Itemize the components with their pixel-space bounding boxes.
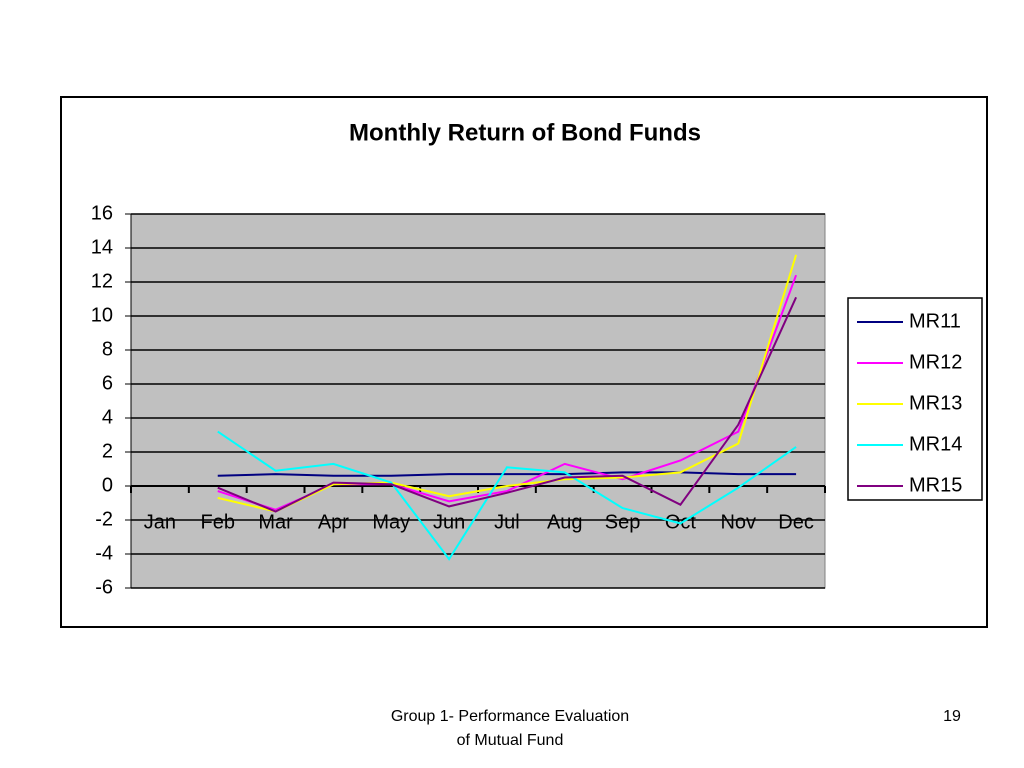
x-tick-label: Aug <box>547 511 583 533</box>
y-tick-label: -2 <box>95 508 113 530</box>
series-line <box>217 254 798 513</box>
legend-label: MR11 <box>909 310 961 332</box>
x-tick-label: Dec <box>778 511 814 533</box>
y-tick-label: 10 <box>91 304 113 326</box>
page-number: 19 <box>943 708 961 725</box>
x-tick-label: Jun <box>433 511 465 533</box>
x-tick-label: Jul <box>494 511 520 533</box>
y-tick-label: 12 <box>91 270 113 292</box>
legend-box <box>847 297 983 501</box>
y-tick-label: 6 <box>102 372 113 394</box>
x-tick-label: May <box>372 511 410 533</box>
y-tick-label: 0 <box>102 474 113 496</box>
y-tick-label: 16 <box>91 202 113 224</box>
chart-title: Monthly Return of Bond Funds <box>349 119 701 146</box>
footer-line: of Mutual Fund <box>457 732 564 749</box>
y-tick-label: 8 <box>102 338 113 360</box>
series-line <box>217 430 797 561</box>
y-tick-label: -4 <box>95 542 113 564</box>
x-tick-label: Mar <box>258 511 293 533</box>
legend-label: MR15 <box>909 474 962 496</box>
x-tick-label: Feb <box>201 511 235 533</box>
x-tick-label: Apr <box>318 511 349 533</box>
x-tick-label: Sep <box>605 511 641 533</box>
series-line <box>217 471 797 477</box>
series-line <box>217 296 797 513</box>
y-tick-label: -6 <box>95 576 113 598</box>
x-tick-label: Nov <box>720 511 756 533</box>
footer-line: Group 1- Performance Evaluation <box>391 708 629 725</box>
y-tick-label: 4 <box>102 406 113 428</box>
legend-label: MR13 <box>909 392 962 414</box>
x-tick-label: Jan <box>144 511 176 533</box>
legend-label: MR12 <box>909 351 962 373</box>
y-tick-label: 14 <box>91 236 113 258</box>
y-tick-label: 2 <box>102 440 113 462</box>
legend-label: MR14 <box>909 433 962 455</box>
